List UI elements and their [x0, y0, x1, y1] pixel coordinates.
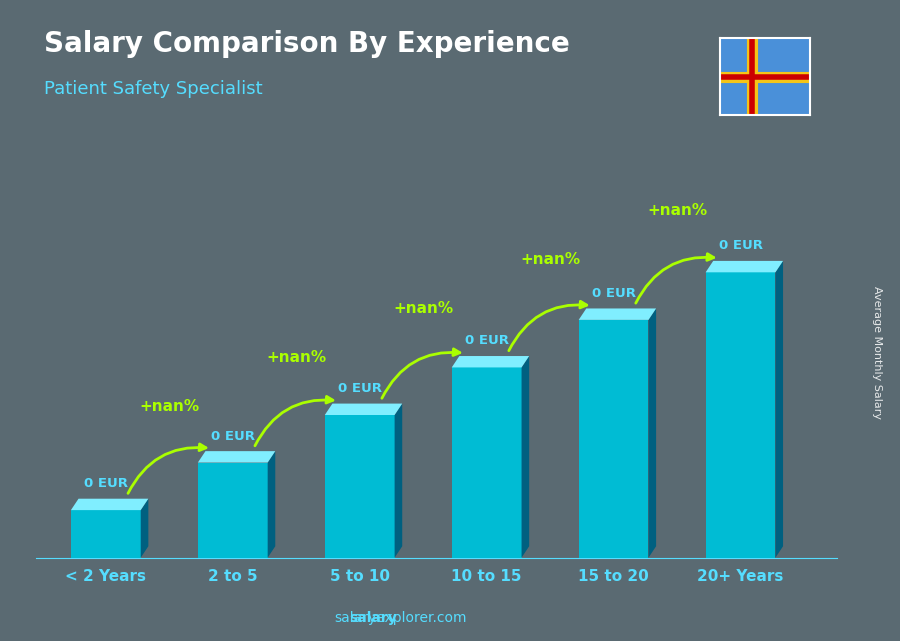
- Text: 0 EUR: 0 EUR: [464, 335, 508, 347]
- Polygon shape: [267, 451, 275, 558]
- Text: 0 EUR: 0 EUR: [211, 429, 255, 442]
- Polygon shape: [394, 404, 402, 558]
- Text: 0 EUR: 0 EUR: [718, 239, 762, 253]
- Polygon shape: [71, 499, 148, 510]
- Polygon shape: [522, 356, 529, 558]
- Text: +nan%: +nan%: [647, 203, 707, 218]
- Polygon shape: [452, 367, 522, 558]
- Text: +nan%: +nan%: [520, 252, 580, 267]
- Polygon shape: [579, 320, 649, 558]
- Text: Average Monthly Salary: Average Monthly Salary: [872, 286, 883, 419]
- Polygon shape: [140, 499, 148, 558]
- Polygon shape: [452, 356, 529, 367]
- Polygon shape: [325, 404, 402, 415]
- Text: Patient Safety Specialist: Patient Safety Specialist: [44, 80, 263, 98]
- Text: +nan%: +nan%: [266, 350, 327, 365]
- Polygon shape: [71, 510, 140, 558]
- Polygon shape: [776, 261, 783, 558]
- Polygon shape: [706, 261, 783, 272]
- Text: salary: salary: [349, 611, 397, 625]
- Text: Salary Comparison By Experience: Salary Comparison By Experience: [44, 30, 570, 58]
- Text: 0 EUR: 0 EUR: [338, 382, 382, 395]
- Polygon shape: [706, 272, 776, 558]
- Text: +nan%: +nan%: [393, 301, 454, 316]
- Text: salaryexplorer.com: salaryexplorer.com: [334, 611, 467, 625]
- Text: 0 EUR: 0 EUR: [84, 477, 128, 490]
- Polygon shape: [649, 308, 656, 558]
- Text: 0 EUR: 0 EUR: [591, 287, 635, 300]
- Text: +nan%: +nan%: [140, 399, 200, 414]
- Polygon shape: [198, 463, 267, 558]
- Polygon shape: [325, 415, 394, 558]
- Polygon shape: [579, 308, 656, 320]
- Polygon shape: [198, 451, 275, 463]
